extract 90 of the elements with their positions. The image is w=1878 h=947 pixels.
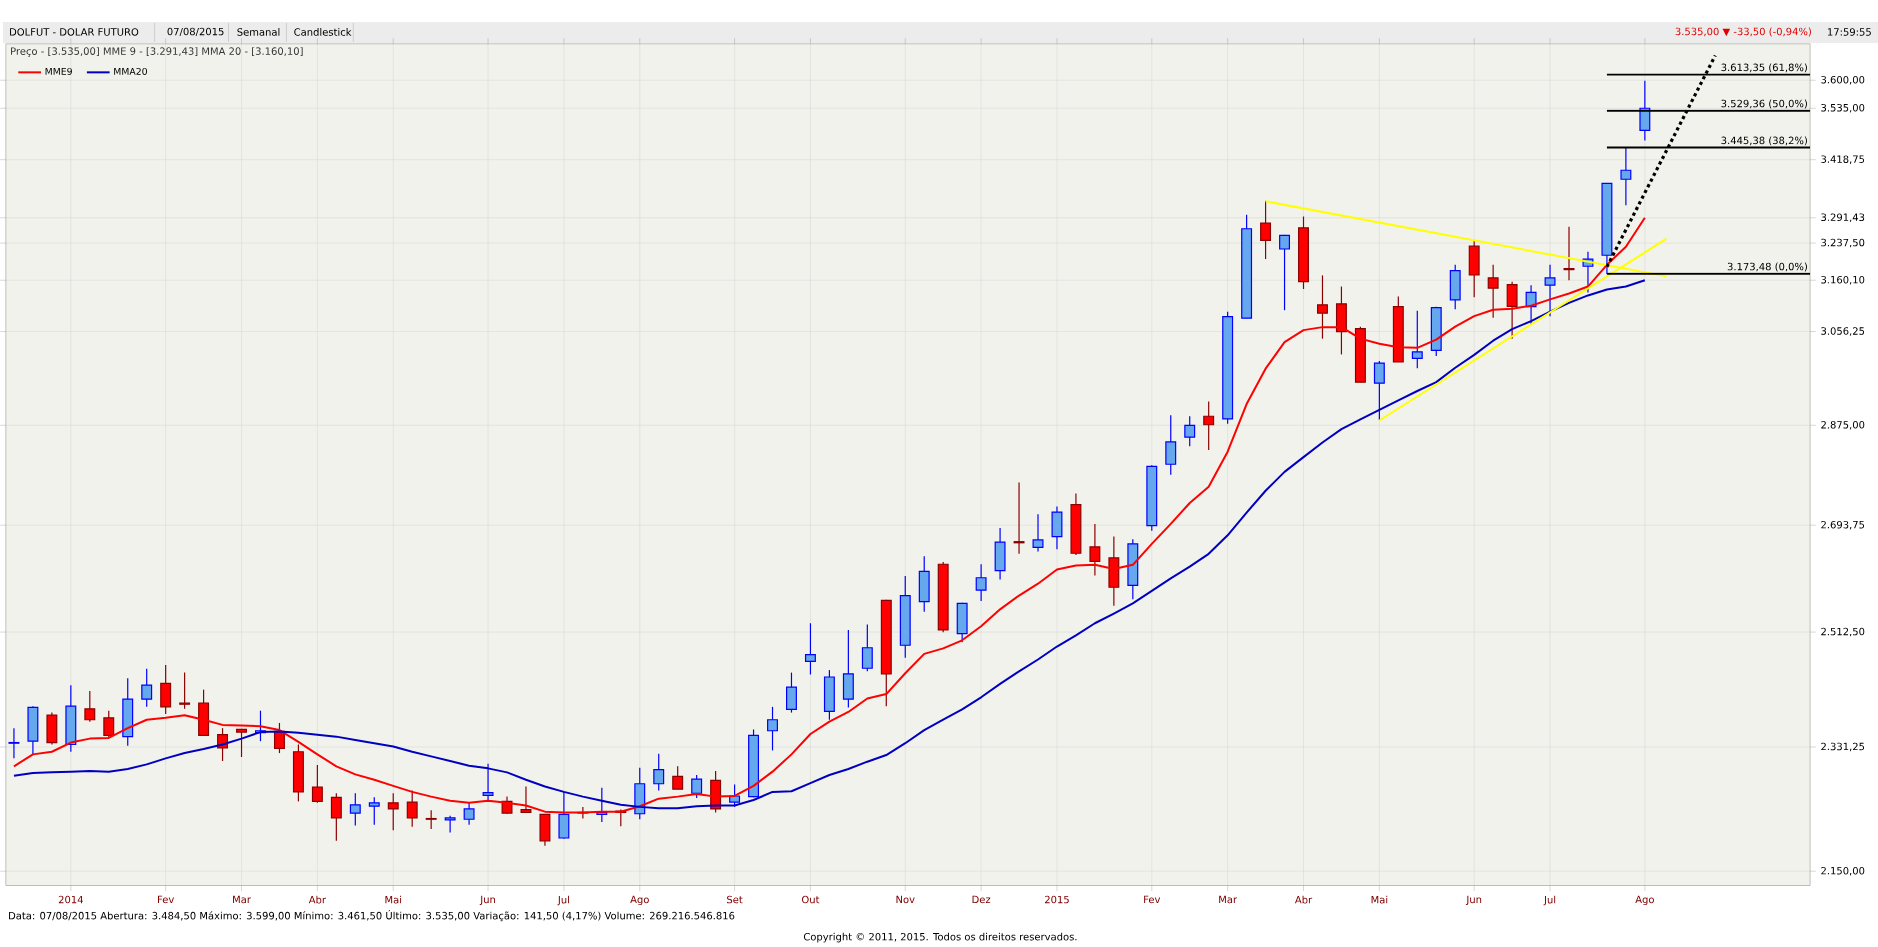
x-tick-label: Mai xyxy=(1371,896,1388,904)
candlestick xyxy=(1506,281,1518,340)
x-tick-label: Ago xyxy=(1635,896,1654,906)
candlestick xyxy=(1316,275,1328,340)
y-tick-label: 3.237,50 xyxy=(1821,239,1865,248)
candlestick xyxy=(273,722,285,754)
candlestick xyxy=(1620,147,1632,207)
candlestick xyxy=(672,765,684,790)
candlestick xyxy=(349,792,361,827)
candlestick xyxy=(330,792,342,842)
y-tick-label: 3.160,10 xyxy=(1821,276,1865,285)
candlestick xyxy=(1639,80,1651,142)
candlestick xyxy=(236,728,247,758)
y-tick-label: 3.291,43 xyxy=(1821,213,1865,223)
candlestick xyxy=(368,796,380,826)
x-tick-label: Ago xyxy=(630,896,649,906)
candlestick xyxy=(463,801,475,826)
candlestick xyxy=(179,672,191,710)
text: Copyright © 2011, 2015. Todos os direitos reservados. xyxy=(803,932,1077,943)
annotation: 3.613,35 (61,8%) xyxy=(1721,63,1807,73)
candlestick xyxy=(1487,264,1499,319)
x-tick-label: Dez xyxy=(972,896,991,904)
candlestick xyxy=(691,774,703,799)
candlestick xyxy=(975,563,987,602)
candlestick xyxy=(804,622,816,676)
text: 07/08/2015 xyxy=(167,27,224,37)
y-tick-label: 2.331,25 xyxy=(1821,742,1865,752)
y-tick-label: 2.875,00 xyxy=(1821,421,1865,430)
candlestick xyxy=(653,753,665,792)
candlestick xyxy=(1279,234,1291,312)
candlestick xyxy=(1563,226,1575,282)
x-tick-label: Nov xyxy=(896,896,915,904)
x-tick-label: Jun xyxy=(479,896,495,906)
legend-label: MME9 xyxy=(45,68,72,76)
candlestick xyxy=(1411,310,1423,369)
x-tick-label: 2014 xyxy=(58,895,83,904)
annotation: 3.445,38 (38,2%) xyxy=(1721,136,1807,146)
x-tick-label: Mar xyxy=(1219,896,1238,904)
y-tick-label: 3.600,00 xyxy=(1821,76,1865,85)
candlestick xyxy=(84,690,96,723)
text: 3.535,00 ▼ -33,50 (-0,94%) xyxy=(1675,27,1811,37)
y-tick-label: 3.056,25 xyxy=(1821,327,1865,337)
candlestick xyxy=(1184,415,1196,448)
text: Candlestick xyxy=(294,28,352,37)
y-tick-label: 2.693,75 xyxy=(1821,521,1865,530)
candlestick xyxy=(861,624,873,673)
annotation: 3.173,48 (0,0%) xyxy=(1727,262,1807,272)
annotation: Preço - [3.535,00] MME 9 - [3.291,43] MMA 20 - [3.160,10] xyxy=(11,47,303,57)
candlestick xyxy=(1013,482,1025,555)
y-tick-label: 3.535,00 xyxy=(1821,104,1865,113)
candlestick xyxy=(141,668,153,708)
chart-title: DOLFUT - DOLAR FUTURO xyxy=(10,28,139,36)
x-tick-label: Fev xyxy=(158,896,174,904)
x-tick-label: Set xyxy=(727,895,743,904)
y-tick-label: 2.150,00 xyxy=(1821,867,1865,876)
text: Data: 07/08/2015 Abertura: 3.484,50 Máximo: 3.599,00 Mínimo: 3.461,50 Último: 3.535,00 Variação: 141,50 (4,17%) Volume: 269.216.546.816 xyxy=(9,910,735,922)
candlestick xyxy=(767,706,778,752)
x-tick-label: 2015 xyxy=(1045,895,1069,904)
candlestick xyxy=(1165,414,1177,476)
x-tick-label: Jul xyxy=(557,896,569,906)
y-tick-label: 2.512,50 xyxy=(1821,627,1865,637)
candlestick xyxy=(1373,360,1385,421)
candlestick xyxy=(8,727,20,760)
x-tick-label: Out xyxy=(801,895,820,904)
candlestick xyxy=(425,809,437,830)
x-tick-label: Jun xyxy=(1465,896,1482,906)
text: Semanal xyxy=(237,28,280,37)
candlestick xyxy=(1260,200,1272,260)
candlestick xyxy=(1544,264,1556,317)
candlestick xyxy=(1089,523,1101,577)
x-tick-label: Fev xyxy=(1144,896,1161,904)
text: 17:59:55 xyxy=(1828,28,1871,36)
candlestick xyxy=(1032,513,1044,553)
x-tick-label: Mai xyxy=(385,896,402,904)
candlestick xyxy=(482,763,494,801)
legend-label: MMA20 xyxy=(114,68,147,76)
candlestick xyxy=(1203,401,1215,451)
y-tick-label: 3.418,75 xyxy=(1821,155,1865,165)
candlestick xyxy=(160,664,172,715)
candlestick xyxy=(387,792,399,832)
candlestick xyxy=(558,791,570,840)
x-tick-label: Mar xyxy=(233,896,251,904)
candlestick xyxy=(786,672,797,714)
x-tick-label: Abr xyxy=(308,896,327,904)
x-tick-label: Jul xyxy=(1543,896,1556,906)
candlestick xyxy=(444,815,456,834)
candlestick xyxy=(311,764,323,804)
annotation: 3.529,36 (50,0%) xyxy=(1721,99,1807,109)
candlestick xyxy=(103,710,115,739)
x-tick-label: Abr xyxy=(1294,896,1313,904)
